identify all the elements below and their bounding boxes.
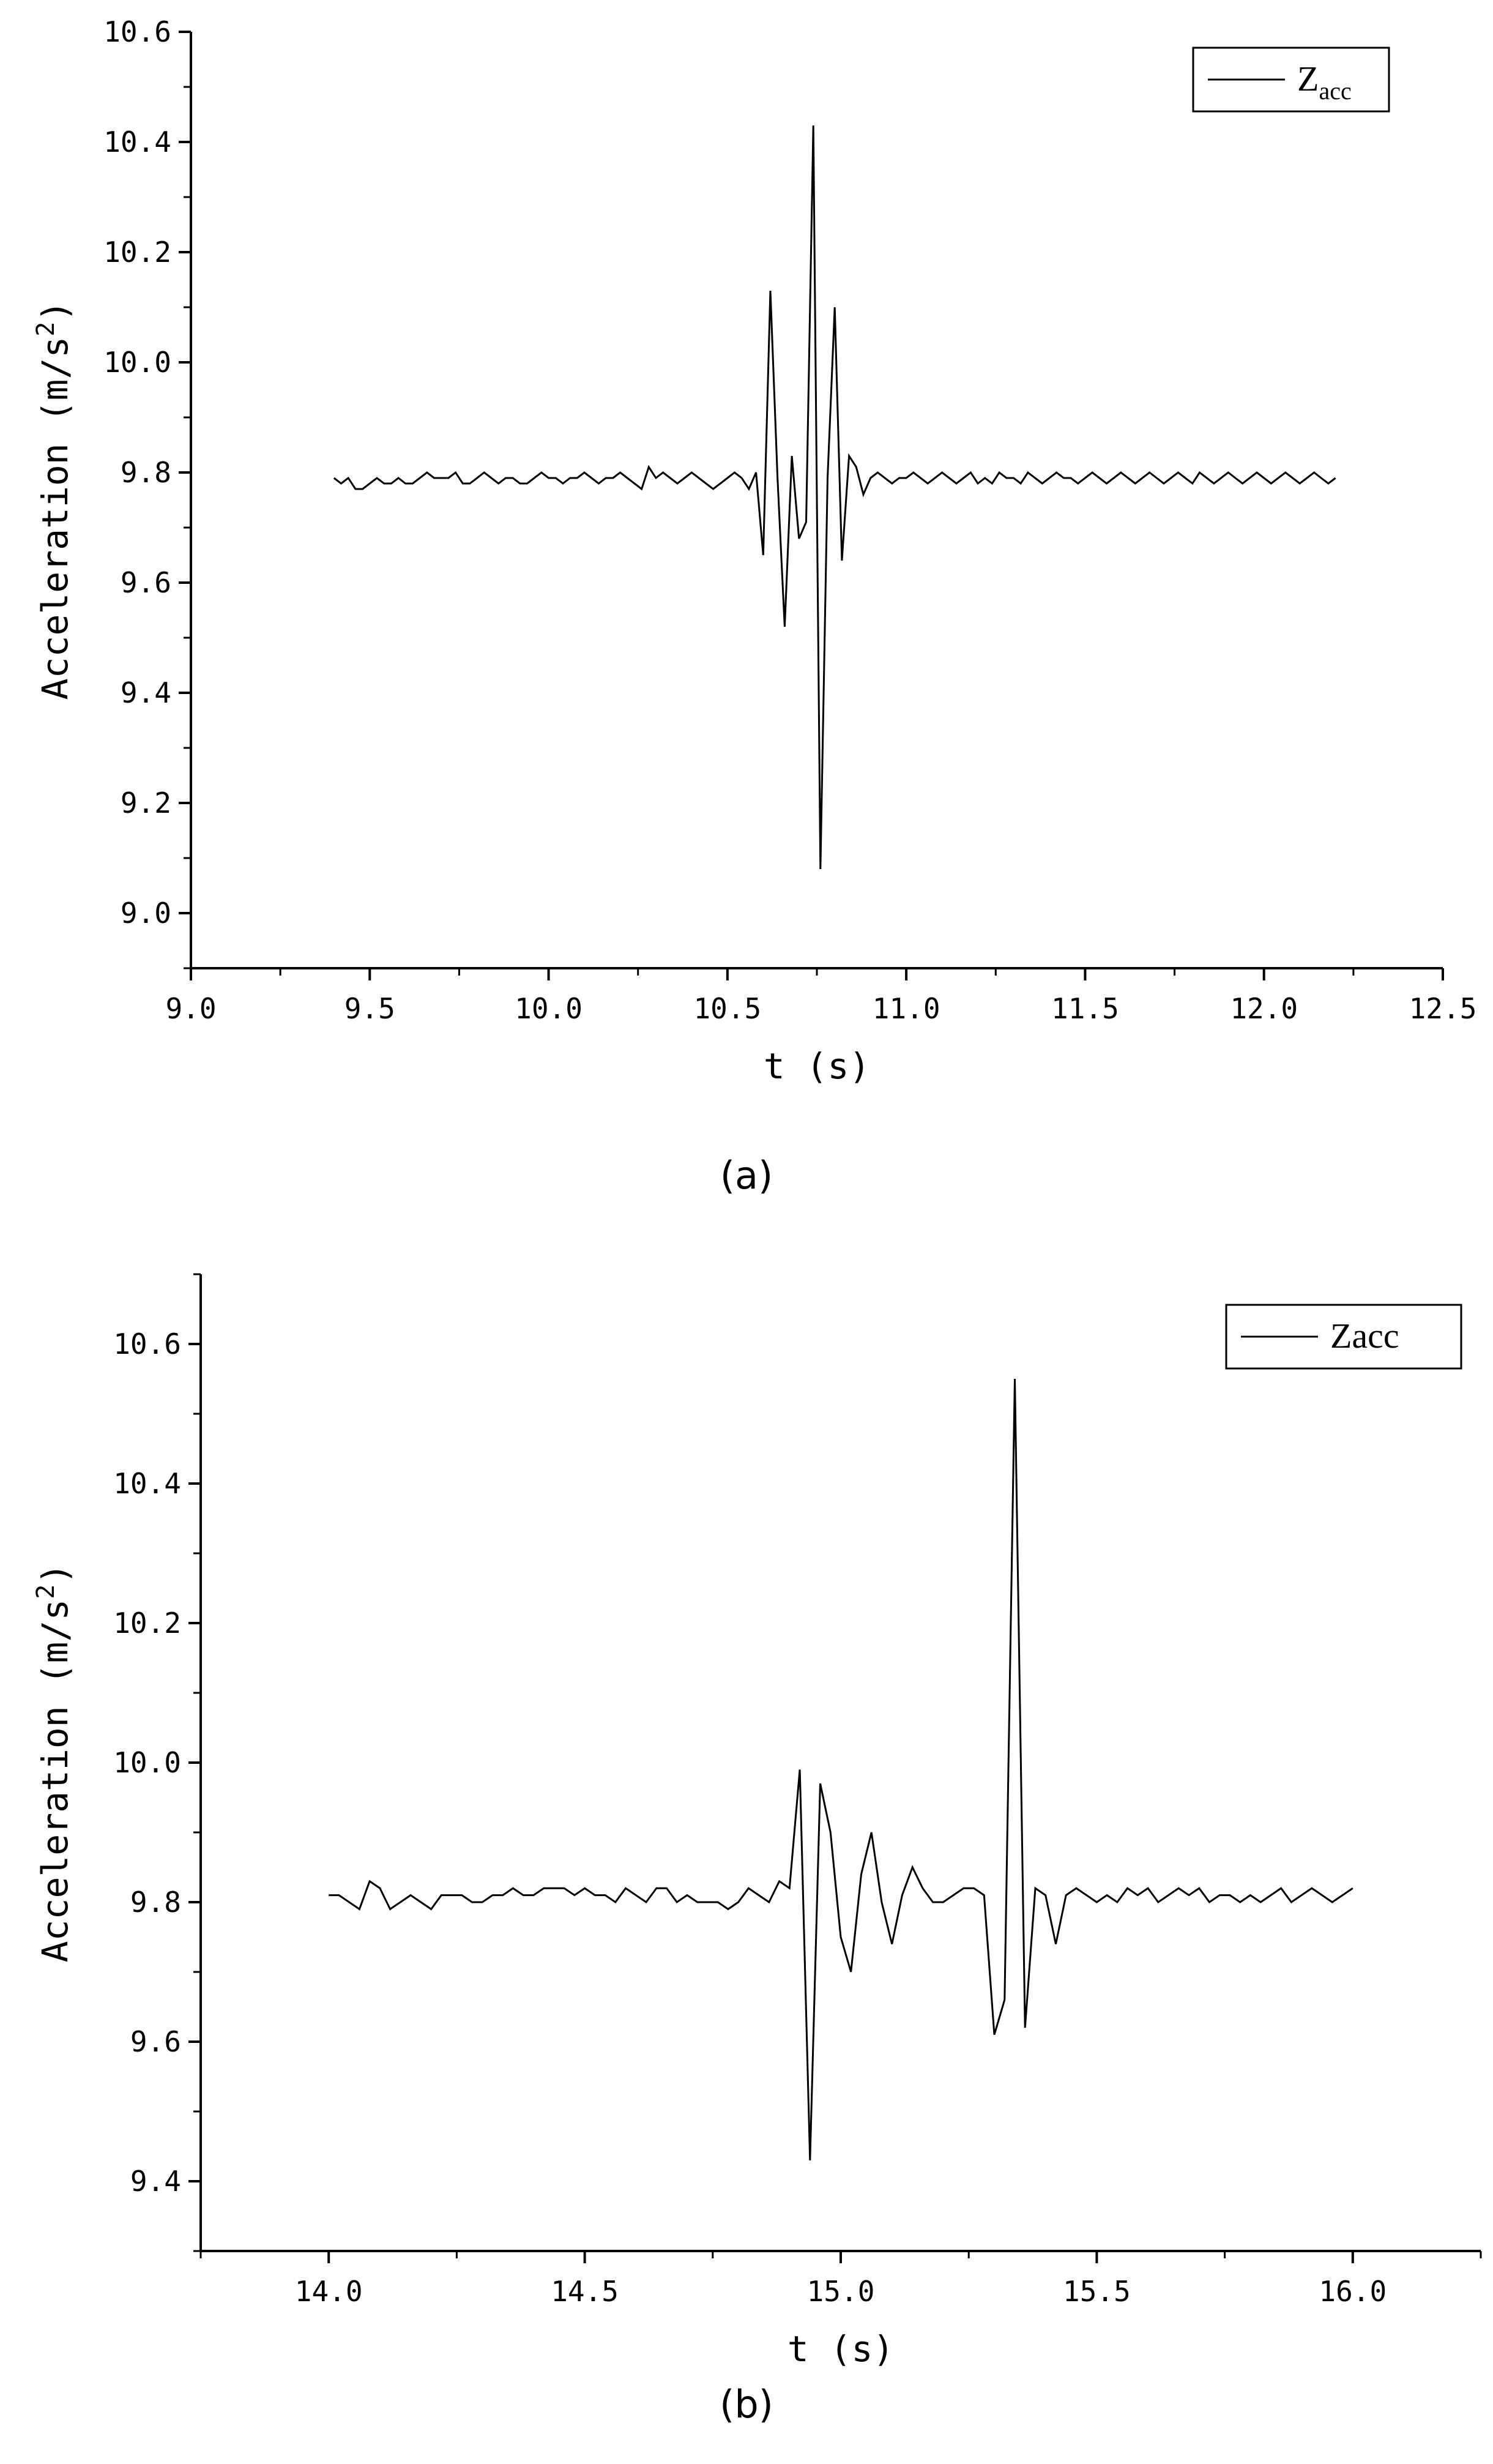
x-tick-label-a: 9.5 bbox=[344, 992, 395, 1025]
y-axis-title-a-sup: 2 bbox=[32, 322, 60, 337]
y-tick-label-a: 9.8 bbox=[121, 456, 171, 489]
y-axis-title-b: Acceleration (m/s2) bbox=[32, 1563, 76, 1963]
y-axis-title-b-sup: 2 bbox=[32, 1585, 60, 1599]
panel-label-b: (b) bbox=[720, 2382, 773, 2427]
x-axis-title-b: t (s) bbox=[787, 2328, 895, 2370]
legend-a: Zacc bbox=[1192, 47, 1390, 113]
legend-b: Zacc bbox=[1225, 1304, 1462, 1370]
x-tick-label-b: 15.0 bbox=[807, 2275, 875, 2308]
y-tick-label-a: 10.2 bbox=[103, 236, 171, 269]
x-tick-label-a: 10.5 bbox=[693, 992, 761, 1025]
y-tick-label-a: 9.2 bbox=[121, 786, 171, 819]
y-tick-label-b: 9.4 bbox=[130, 2165, 181, 2198]
x-tick-label-a: 9.0 bbox=[165, 992, 216, 1025]
y-tick-label-a: 10.0 bbox=[103, 346, 171, 379]
chart-panel-b: 14.0 14.5 15.0 15.5 16.0 9.4 9.6 9.8 10.0 10.2 10.… bbox=[32, 1273, 1482, 2427]
y-tick-label-a: 9.6 bbox=[121, 566, 171, 599]
y-tick-label-b: 9.8 bbox=[130, 1886, 181, 1919]
y-axis-title-b-main: Acceleration (m/s bbox=[34, 1599, 76, 1963]
y-axis-title-b-close: ) bbox=[34, 1563, 76, 1585]
series-line-b bbox=[329, 1378, 1353, 2160]
y-axis-title-a-main: Acceleration (m/s bbox=[34, 337, 76, 700]
x-tick-label-a: 11.5 bbox=[1051, 992, 1119, 1025]
legend-label-a-sub: acc bbox=[1319, 77, 1351, 105]
chart-panel-a: 9.0 9.5 10.0 10.5 11.0 11.5 12.0 12.5 9.0 9.2 9.4 9… bbox=[32, 15, 1476, 1198]
y-tick-label-a: 9.0 bbox=[121, 897, 171, 930]
y-tick-label-a: 10.4 bbox=[103, 125, 171, 159]
x-tick-label-b: 15.5 bbox=[1063, 2275, 1131, 2308]
series-zacc-a bbox=[333, 125, 1336, 870]
x-tick-label-a: 12.5 bbox=[1409, 992, 1477, 1025]
x-tick-label-a: 12.0 bbox=[1230, 992, 1298, 1025]
y-tick-label-b: 10.2 bbox=[113, 1607, 181, 1640]
x-tick-label-a: 11.0 bbox=[873, 992, 940, 1025]
x-tick-label-b: 14.0 bbox=[295, 2275, 363, 2308]
series-zacc-b bbox=[329, 1378, 1353, 2160]
panel-label-a: (a) bbox=[720, 1153, 773, 1198]
y-tick-label-b: 10.6 bbox=[113, 1327, 181, 1361]
y-tick-label-a: 9.4 bbox=[121, 676, 171, 709]
y-axis-title-a: Acceleration (m/s2) bbox=[32, 301, 76, 700]
y-axis-title-a-close: ) bbox=[34, 301, 76, 322]
x-tick-label-a: 10.0 bbox=[515, 992, 583, 1025]
legend-label-b: Zacc bbox=[1330, 1316, 1399, 1356]
ticks-a: 9.0 9.5 10.0 10.5 11.0 11.5 12.0 12.5 9.0 9.2 9.4 9… bbox=[103, 15, 1476, 1025]
series-line-a bbox=[333, 125, 1336, 870]
x-axis-title-a: t (s) bbox=[764, 1045, 871, 1087]
legend-label-a: Zacc bbox=[1297, 59, 1352, 105]
x-tick-label-b: 16.0 bbox=[1319, 2275, 1387, 2308]
y-tick-label-b: 10.4 bbox=[113, 1467, 181, 1500]
x-tick-label-b: 14.5 bbox=[551, 2275, 619, 2308]
ticks-b: 14.0 14.5 15.0 15.5 16.0 9.4 9.6 9.8 10.0 10.2 10.… bbox=[113, 1273, 1482, 2308]
axes-b bbox=[199, 1274, 1481, 2252]
y-tick-label-a: 10.6 bbox=[103, 15, 171, 48]
y-tick-label-b: 10.0 bbox=[113, 1746, 181, 1779]
y-tick-label-b: 9.6 bbox=[130, 2025, 181, 2058]
legend-label-a-main: Z bbox=[1297, 59, 1319, 99]
